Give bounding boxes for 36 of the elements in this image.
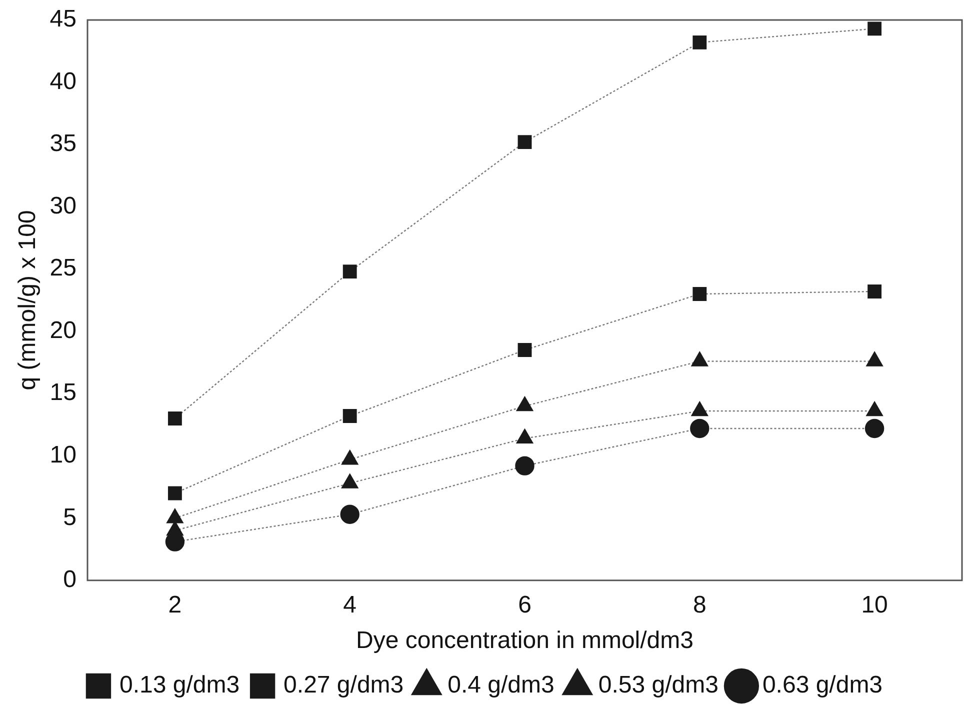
y-tick-label: 30 [50,192,76,220]
x-tick-label: 2 [168,591,182,618]
legend-label: 0.53 g/dm3 [598,672,718,699]
point [342,264,357,279]
point [518,343,532,357]
y-tick-label: 35 [50,130,76,158]
y-tick-label: 15 [50,379,76,406]
legend-label: 0.27 g/dm3 [284,672,404,699]
x-tick-label: 4 [343,591,357,618]
y-axis-title: q (mmol/g) x 100 [14,210,42,390]
legend-label: 0.63 g/dm3 [762,672,883,699]
point [340,504,360,524]
point [168,412,182,426]
point [690,418,710,438]
y-tick-label: 25 [50,254,76,282]
point [692,35,707,50]
y-tick-label: 0 [63,566,76,594]
point [342,409,357,423]
y-tick-label: 45 [50,6,76,33]
point [168,486,182,500]
point [868,284,882,298]
y-tick-label: 20 [50,316,76,344]
y-tick-label: 40 [50,68,76,95]
point [692,287,707,301]
legend-label: 0.13 g/dm3 [119,672,240,699]
x-tick-label: 10 [861,591,888,618]
point [864,418,884,438]
point [518,135,532,150]
point [868,22,882,36]
legend-label: 0.4 g/dm3 [448,672,554,699]
y-tick-label: 10 [50,441,76,468]
x-tick-label: 6 [518,591,532,618]
x-axis-title: Dye concentration in mmol/dm3 [356,627,694,654]
y-tick-label: 5 [63,504,76,531]
point [515,456,534,476]
x-tick-label: 8 [692,591,706,618]
